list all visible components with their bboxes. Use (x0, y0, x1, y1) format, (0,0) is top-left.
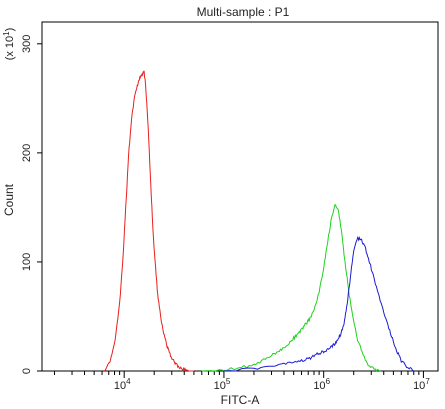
histogram-series-2 (201, 203, 381, 372)
histogram-series-1 (103, 70, 194, 372)
y-tick-label: 0 (21, 368, 33, 374)
x-axis-ticks: 104 105 106 107 (53, 371, 430, 392)
y-tick-label: 300 (21, 35, 33, 53)
plot-frame (41, 21, 439, 372)
histogram-series-3 (223, 235, 414, 372)
x-axis-label: FITC-A (221, 393, 260, 407)
x-tick-label: 105 (214, 377, 231, 392)
chart-title: Multi-sample : P1 (197, 5, 290, 19)
y-tick-label: 100 (21, 253, 33, 271)
y-axis-multiplier: (x 101) (2, 28, 16, 61)
y-axis-label: Count (2, 183, 16, 216)
x-tick-label: 107 (413, 377, 430, 392)
series-layer (103, 70, 414, 372)
x-tick-label: 104 (114, 377, 131, 392)
x-tick-label: 106 (313, 377, 330, 392)
y-tick-label: 200 (21, 144, 33, 162)
y-axis-ticks: 0 100 200 300 (21, 35, 42, 374)
